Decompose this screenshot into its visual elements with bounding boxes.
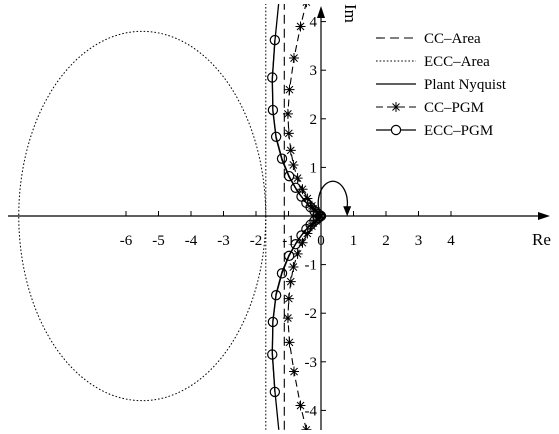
legend-entry-ecc-area: ECC–Area	[376, 54, 490, 70]
ecc-pgm-marker-15	[312, 213, 323, 224]
cc-pgm-marker-19	[297, 237, 308, 248]
cc-pgm-marker-24	[282, 313, 293, 324]
cc-pgm-marker-16	[311, 215, 322, 226]
x-tick-label-2: -2	[250, 233, 263, 249]
series-layer	[18, 4, 352, 430]
x-tick-label-0: 0	[317, 233, 325, 249]
ecc-pgm-marker-9	[305, 202, 316, 213]
legend: CC–Area ECC–Area Plant Nyquist CC–PGM EC…	[372, 24, 544, 144]
ecc-pgm-marker-22	[276, 268, 288, 279]
cc-pgm-marker-27	[295, 400, 306, 411]
x-tick-label-3: 3	[415, 233, 423, 249]
cc-pgm-marker-7	[288, 160, 299, 170]
ecc-pgm-marker-6	[290, 182, 301, 194]
y-tick-label-2: 2	[310, 112, 318, 128]
cc-pgm-marker-4	[282, 108, 293, 119]
x-tick-label-1: 1	[350, 233, 358, 249]
cc-pgm-marker-17	[306, 221, 317, 232]
cc-pgm-marker-26	[289, 366, 299, 377]
cc-pgm-marker-2	[289, 53, 299, 63]
legend-entry-cc-pgm: CC–PGM	[376, 100, 484, 116]
legend-label-cc-area: CC–Area	[424, 31, 481, 47]
cc-pgm-marker-6	[285, 145, 296, 156]
y-tick-label-2: -2	[305, 306, 318, 322]
legend-entry-plant-nyquist: Plant Nyquist	[376, 77, 507, 93]
y-tick-label-3: 3	[310, 63, 318, 79]
cc-pgm-marker-1	[295, 21, 306, 32]
ecc-pgm-marker-21	[283, 250, 295, 262]
legend-sample-ecc-pgm	[376, 124, 416, 136]
cc-pgm-marker-25	[284, 337, 295, 348]
ecc-pgm-marker-1	[267, 72, 278, 83]
ecc-pgm-marker-26	[269, 386, 281, 398]
x-tick-label-6: -6	[120, 233, 133, 249]
ecc-pgm-marker-24	[267, 316, 279, 328]
x-tick-label-4: -4	[185, 233, 198, 249]
ecc-pgm-marker-5	[283, 170, 295, 182]
x-axis-label: Re	[532, 230, 551, 249]
ecc-pgm-marker-25	[267, 349, 278, 360]
x-tick-label-5: -5	[152, 233, 165, 249]
series-plant-nyquist-arc	[317, 180, 349, 217]
cc-pgm-marker-5	[283, 128, 294, 139]
cc-pgm-marker-22	[285, 276, 296, 287]
y-tick-label-4: 4	[310, 15, 318, 31]
y-tick-label-1: -1	[305, 258, 318, 274]
cc-pgm-marker-9	[297, 184, 308, 195]
tick-labels: -6 -5 -4 -3 -2 -1 0 1 2 3 4 4 3 2 1 -1 -2 -3 -4	[120, 15, 456, 420]
axes	[8, 6, 550, 430]
legend-marker	[391, 102, 401, 112]
cc-pgm-marker-11	[306, 200, 317, 211]
cc-pgm-marker-21	[288, 262, 299, 272]
x-tick-label-2: 2	[382, 233, 390, 249]
ecc-pgm-marker-2	[267, 104, 279, 116]
ecc-pgm-marker-3	[270, 131, 282, 142]
legend-label-plant-nyquist: Plant Nyquist	[424, 77, 507, 93]
y-axis-arrowhead	[317, 6, 325, 18]
cc-pgm-marker-3	[284, 84, 295, 95]
legend-entry-ecc-pgm: ECC–PGM	[376, 123, 493, 139]
ecc-pgm-marker-11	[312, 208, 323, 219]
x-tick-label-4: 4	[447, 233, 455, 249]
legend-marker	[390, 124, 402, 136]
y-tick-label-4: -4	[305, 403, 318, 419]
ecc-pgm-marker-0	[269, 34, 281, 46]
legend-label-ecc-pgm: ECC–PGM	[424, 123, 493, 139]
ecc-pgm-marker-20	[290, 238, 301, 250]
legend-entry-cc-area: CC–Area	[376, 31, 481, 47]
x-tick-label-1: -1	[282, 233, 295, 249]
y-axis-label: Im	[341, 4, 360, 23]
cc-pgm-marker-23	[283, 293, 294, 304]
cc-pgm-marker-0	[302, 4, 311, 8]
tick-marks	[125, 21, 452, 411]
x-tick-label-3: -3	[217, 233, 230, 249]
ecc-pgm-marker-4	[276, 153, 288, 164]
x-axis-arrowhead	[538, 212, 550, 220]
cc-pgm-marker-20	[292, 248, 303, 259]
y-tick-label-3: -3	[305, 355, 318, 371]
ecc-pgm-marker-23	[270, 290, 282, 301]
cc-pgm-marker-28	[301, 424, 312, 430]
legend-label-ecc-area: ECC–Area	[424, 54, 490, 70]
legend-label-cc-pgm: CC–PGM	[424, 100, 484, 116]
series-plant-nyquist-arrowhead	[343, 206, 352, 217]
ecc-pgm-marker-19	[296, 230, 307, 241]
y-tick-label-1: 1	[310, 160, 318, 176]
legend-sample-cc-pgm	[376, 102, 416, 112]
cc-pgm-marker-8	[292, 173, 303, 184]
